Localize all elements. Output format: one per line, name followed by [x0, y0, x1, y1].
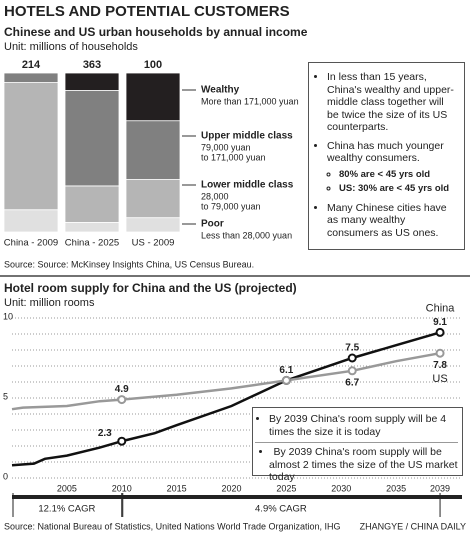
- bar-segment: [125, 179, 181, 219]
- notes: In less than 15 years, China's wealthy a…: [313, 71, 458, 239]
- legend-description: to 79,000 yuan: [201, 201, 261, 211]
- note-text: China has much younger wealthy consumers…: [327, 139, 444, 165]
- bar-segment: [64, 185, 120, 223]
- data-label: 6.7: [345, 377, 359, 388]
- data-label: 7.5: [345, 343, 359, 354]
- sub-notes: 80% are < 45 yrs old US: 30% are < 45 yr…: [327, 169, 458, 196]
- point: [435, 348, 445, 358]
- x-tick-label: 2030: [331, 483, 351, 493]
- point: [347, 366, 357, 376]
- x-tick-label: US - 2009: [132, 238, 175, 249]
- y-tick-label: 5: [3, 391, 8, 401]
- y-tick-label: 10: [3, 311, 13, 321]
- x-tick-label: China - 2025: [65, 238, 119, 249]
- x-tick-label: 2035: [386, 483, 406, 493]
- chart-subtitle: Unit: million rooms: [4, 297, 95, 309]
- legend-description: Less than 28,000 yuan: [201, 230, 292, 240]
- note: By 2039 China's room supply will be 4 ti…: [269, 413, 458, 438]
- x-tick-label: 2005: [57, 483, 77, 493]
- data-label: 7.8: [433, 360, 447, 371]
- notes-box: In less than 15 years, China's wealthy a…: [308, 62, 465, 250]
- period-label: 4.9% CAGR: [255, 504, 307, 515]
- legend-description: More than 171,000 yuan: [201, 96, 299, 106]
- source: Source: Source: McKinsey Insights China,…: [4, 259, 254, 269]
- bar-segment: [125, 72, 181, 122]
- data-label: 6.1: [279, 365, 293, 376]
- notes-box: By 2039 China's room supply will be 4 ti…: [252, 407, 463, 483]
- point: [281, 375, 291, 385]
- note-text: In less than 15 years, China's wealthy a…: [327, 71, 454, 133]
- chart-subtitle: Unit: millions of households: [4, 41, 138, 53]
- x-tick-label: 2025: [276, 483, 296, 493]
- x-tick-label: 2015: [167, 483, 187, 493]
- data-label: 2.3: [98, 428, 112, 439]
- total-label: 214: [22, 59, 41, 71]
- series-label: China: [426, 302, 456, 314]
- x-tick-label: China - 2009: [4, 238, 58, 249]
- legend-description: to 171,000 yuan: [201, 152, 266, 162]
- data-label: 9.1: [433, 317, 447, 328]
- note-text: Many Chinese cities have as many wealthy…: [327, 201, 447, 239]
- note: In less than 15 years, China's wealthy a…: [327, 71, 458, 134]
- point: [435, 327, 445, 337]
- chart-title: Chinese and US urban households by annua…: [4, 25, 308, 39]
- bar-segment: [64, 72, 120, 91]
- x-tick-label: 2039: [430, 483, 450, 493]
- sub-note: 80% are < 45 yrs old: [339, 169, 458, 182]
- note: Many Chinese cities have as many wealthy…: [327, 202, 458, 240]
- notes: By 2039 China's room supply will be 4 ti…: [255, 413, 458, 484]
- x-tick-label: 2010: [112, 483, 132, 493]
- bar-segment: [125, 120, 181, 180]
- chart-title: Hotel room supply for China and the US (…: [4, 281, 297, 295]
- bar-segment: [3, 72, 59, 83]
- legend-label: Lower middle class: [201, 180, 294, 191]
- legend-description: 28,000: [201, 191, 229, 201]
- bar-segment: [3, 209, 59, 233]
- source: Source: National Bureau of Statistics, U…: [4, 521, 341, 531]
- note: By 2039 China's room supply will be almo…: [255, 442, 458, 484]
- bar-segment: [125, 217, 181, 233]
- x-axis-bar: [12, 495, 462, 499]
- series-label: US: [432, 373, 447, 385]
- bar-segment: [64, 90, 120, 187]
- legend-description: 79,000 yuan: [201, 142, 251, 152]
- line: [11, 351, 441, 411]
- data-label: 4.9: [115, 384, 129, 395]
- period-label: 12.1% CAGR: [38, 504, 95, 515]
- point: [347, 353, 357, 363]
- y-tick-label: 0: [3, 471, 8, 481]
- credit: ZHANGYE / CHINA DAILY: [360, 521, 466, 531]
- bar-segment: [64, 222, 120, 233]
- sub-note: US: 30% are < 45 yrs old: [339, 183, 458, 196]
- note: China has much younger wealthy consumers…: [327, 140, 458, 196]
- bar-segment: [3, 82, 59, 211]
- x-tick-label: 2020: [221, 483, 241, 493]
- legend-label: Wealthy: [201, 85, 240, 96]
- total-label: 100: [144, 59, 162, 71]
- point: [117, 436, 127, 446]
- point: [117, 395, 127, 405]
- legend-label: Poor: [201, 219, 224, 230]
- total-label: 363: [83, 59, 101, 71]
- legend-label: Upper middle class: [201, 131, 293, 142]
- page-title: HOTELS AND POTENTIAL CUSTOMERS: [4, 3, 290, 20]
